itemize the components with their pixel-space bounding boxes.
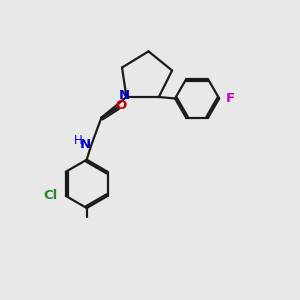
Text: H: H [74,134,83,147]
Text: N: N [80,138,92,151]
Text: Cl: Cl [43,189,58,203]
Text: F: F [226,92,235,105]
Text: O: O [116,99,127,112]
Text: N: N [118,89,130,102]
